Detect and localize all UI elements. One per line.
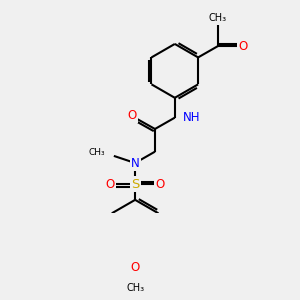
Text: O: O <box>130 261 140 274</box>
Text: CH₃: CH₃ <box>89 148 105 157</box>
Text: CH₃: CH₃ <box>209 13 227 23</box>
Text: S: S <box>131 178 139 191</box>
Text: O: O <box>155 178 164 191</box>
Text: O: O <box>128 109 137 122</box>
Text: O: O <box>238 40 248 52</box>
Text: O: O <box>106 178 115 191</box>
Text: N: N <box>131 157 140 169</box>
Text: CH₃: CH₃ <box>126 284 144 293</box>
Text: NH: NH <box>183 111 201 124</box>
